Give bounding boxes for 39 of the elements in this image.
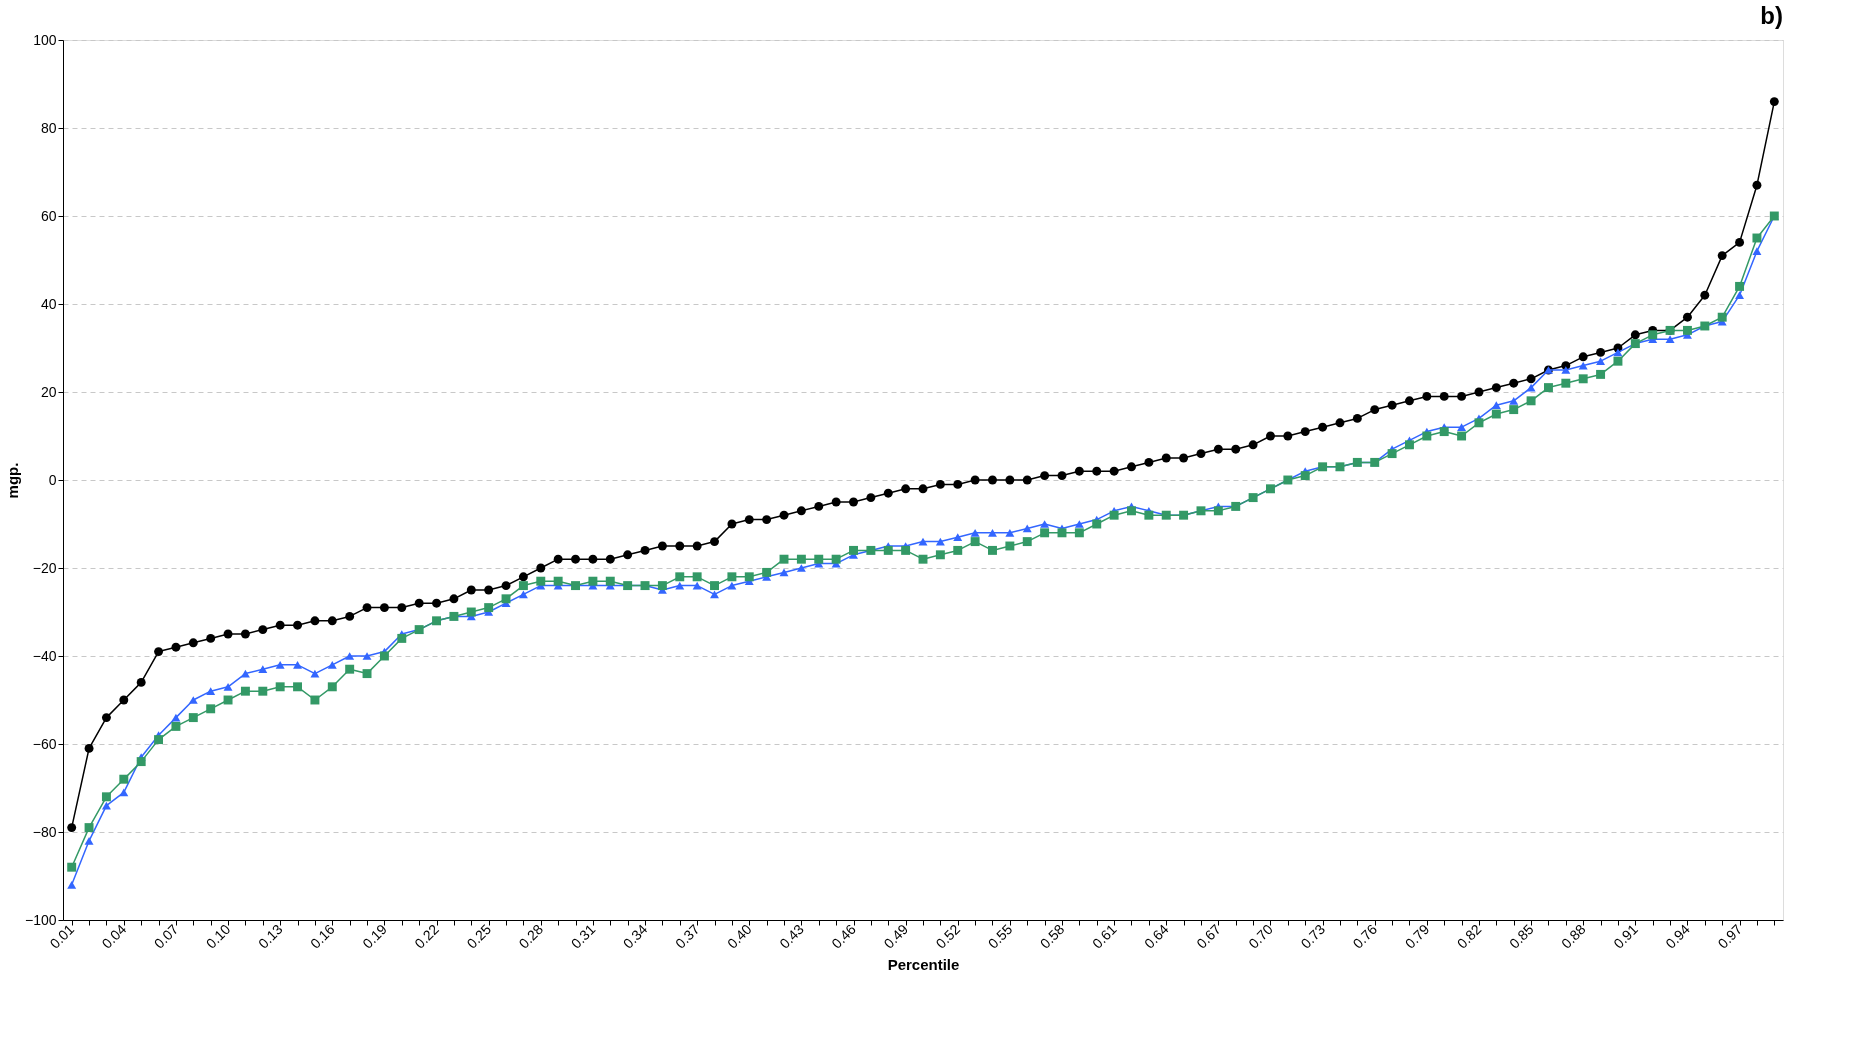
x-tick-label: 0.49 bbox=[880, 920, 912, 952]
x-tick-label: 0.10 bbox=[202, 920, 234, 952]
y-tick-label: −80 bbox=[32, 823, 57, 840]
y-tick-label: 0 bbox=[48, 471, 57, 488]
x-tick-label: 0.76 bbox=[1349, 920, 1381, 952]
x-tick-label: 0.28 bbox=[515, 920, 547, 952]
y-tick-label: −20 bbox=[32, 559, 57, 576]
x-tick-label: 0.13 bbox=[255, 920, 286, 952]
x-tick-label: 0.64 bbox=[1141, 920, 1172, 952]
x-tick-label: 0.04 bbox=[98, 920, 130, 952]
y-tick-label: 20 bbox=[40, 383, 57, 400]
y-tick-label: 100 bbox=[33, 31, 57, 48]
x-tick-label: 0.31 bbox=[567, 920, 599, 952]
x-tick-label: 0.58 bbox=[1036, 920, 1068, 952]
x-tick-label: 0.46 bbox=[828, 920, 860, 952]
y-axis-title: mgp. bbox=[3, 462, 21, 499]
x-tick-label: 0.91 bbox=[1610, 920, 1641, 952]
x-tick-label: 0.73 bbox=[1297, 920, 1329, 952]
x-axis-title: Percentile bbox=[887, 955, 960, 973]
x-tick-label: 0.88 bbox=[1558, 920, 1589, 952]
x-tick-label: 0.40 bbox=[724, 920, 755, 952]
chart-title: b) bbox=[1760, 2, 1783, 29]
y-tick-label: −40 bbox=[32, 647, 57, 664]
x-tick-label: 0.19 bbox=[359, 920, 391, 952]
x-tick-label: 0.52 bbox=[932, 920, 964, 952]
x-tick-label: 0.94 bbox=[1662, 920, 1694, 952]
y-tick-label: 40 bbox=[40, 295, 57, 312]
y-tick-label: 60 bbox=[40, 207, 57, 224]
y-tick-label: −60 bbox=[32, 735, 57, 752]
x-tick-label: 0.34 bbox=[619, 920, 651, 952]
y-tick-label: 80 bbox=[40, 119, 57, 136]
x-tick-label: 0.16 bbox=[307, 920, 338, 952]
y-tick-label: −100 bbox=[24, 911, 57, 928]
x-tick-label: 0.43 bbox=[776, 920, 807, 952]
x-tick-label: 0.79 bbox=[1401, 920, 1433, 952]
x-tick-label: 0.82 bbox=[1453, 920, 1485, 952]
x-tick-label: 0.61 bbox=[1088, 920, 1120, 952]
x-tick-label: 0.70 bbox=[1245, 920, 1277, 952]
x-tick-label: 0.22 bbox=[411, 920, 443, 952]
